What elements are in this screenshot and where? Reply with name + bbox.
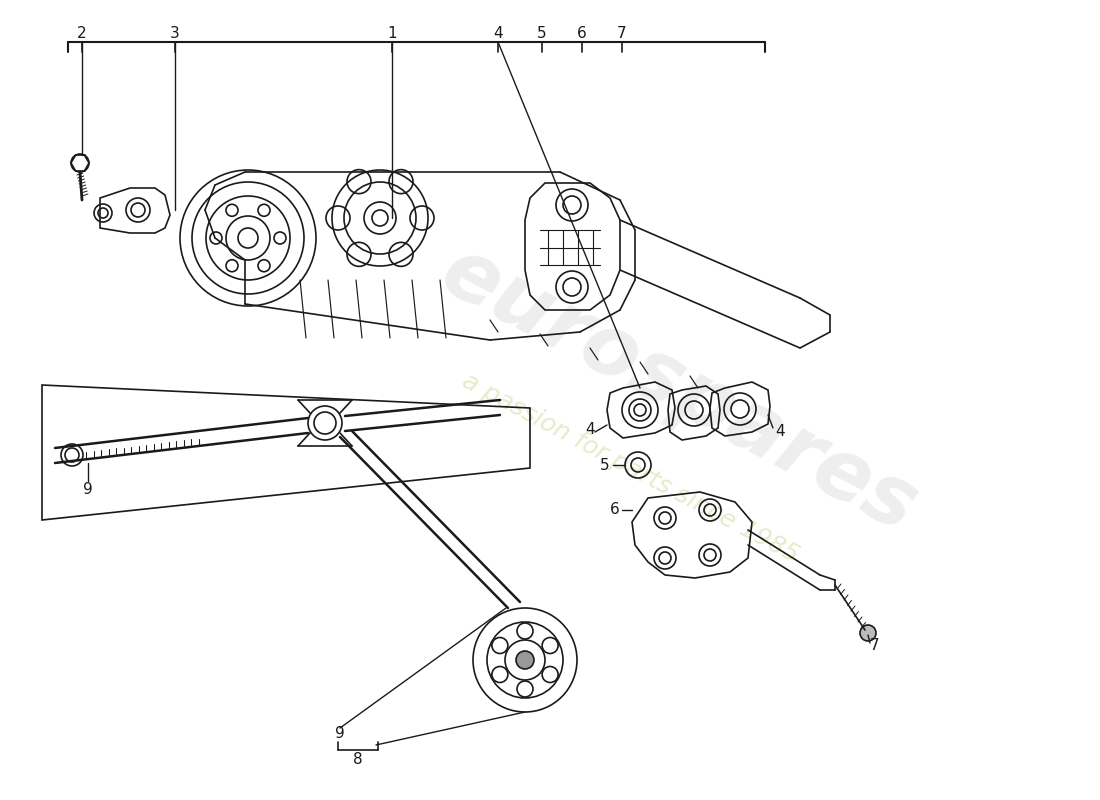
Text: 7: 7 — [617, 26, 627, 41]
Text: 6: 6 — [610, 502, 620, 518]
Text: 9: 9 — [336, 726, 345, 741]
Text: 9: 9 — [84, 482, 92, 498]
Circle shape — [516, 651, 534, 669]
Text: 8: 8 — [353, 753, 363, 767]
Text: 6: 6 — [578, 26, 587, 41]
Text: 5: 5 — [537, 26, 547, 41]
Text: 4: 4 — [585, 422, 595, 438]
Text: 2: 2 — [77, 26, 87, 41]
Text: 3: 3 — [170, 26, 180, 41]
Text: 4: 4 — [776, 425, 784, 439]
Text: 7: 7 — [870, 638, 880, 653]
Text: a passion for parts since 1985: a passion for parts since 1985 — [458, 369, 802, 567]
Circle shape — [860, 625, 876, 641]
Text: 5: 5 — [601, 458, 609, 473]
Text: 1: 1 — [387, 26, 397, 41]
Text: eurospares: eurospares — [428, 230, 932, 550]
Text: 4: 4 — [493, 26, 503, 41]
